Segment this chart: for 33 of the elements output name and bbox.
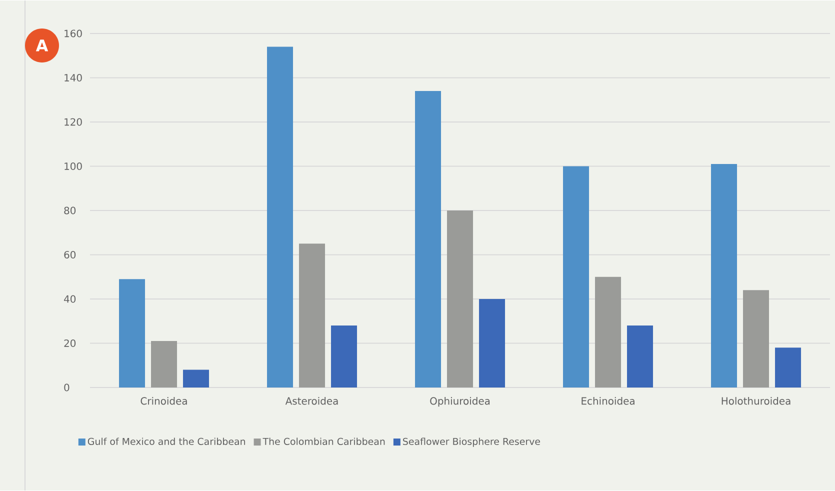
bar — [563, 166, 590, 388]
bar — [299, 244, 326, 388]
x-tick-label: Ophiuroidea — [430, 396, 490, 407]
y-tick-label: 0 — [64, 384, 70, 392]
bar — [151, 341, 178, 388]
x-tick-label: Asteroidea — [285, 396, 338, 405]
y-tick-label: 40 — [64, 295, 76, 303]
bar — [415, 91, 442, 388]
bar — [479, 298, 506, 388]
bar — [331, 326, 358, 388]
bar — [267, 46, 294, 388]
bar — [711, 164, 738, 388]
y-tick-label: 120 — [64, 118, 82, 126]
bar — [627, 326, 654, 388]
bar — [775, 348, 802, 388]
y-tick-label: 20 — [64, 339, 76, 348]
y-tick-label: 80 — [64, 206, 76, 214]
bar — [743, 290, 770, 388]
y-tick-label: 140 — [64, 74, 82, 82]
y-tick-label: 160 — [64, 30, 82, 38]
bar — [183, 370, 210, 388]
legend-label: Seaflower Biosphere Reserve — [403, 438, 540, 447]
x-tick-label: Holothuroidea — [722, 396, 790, 405]
text: A — [36, 40, 48, 52]
x-tick-label: Echinoidea — [582, 396, 634, 405]
bar — [595, 276, 622, 388]
y-tick-label: 100 — [64, 162, 82, 170]
bar — [119, 279, 146, 388]
legend-label: The Colombian Caribbean — [262, 438, 385, 446]
legend-label: Gulf of Mexico and the Caribbean — [88, 438, 246, 446]
x-tick-label: Crinoidea — [140, 396, 187, 405]
bar — [447, 210, 474, 388]
y-tick-label: 60 — [64, 250, 76, 259]
